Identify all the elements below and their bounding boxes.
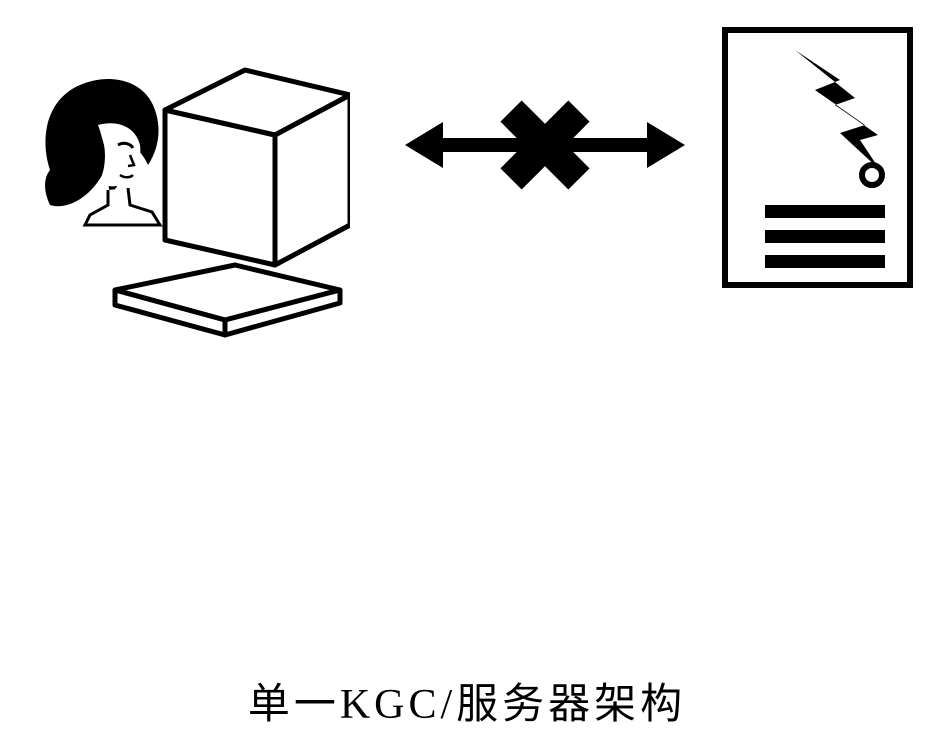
keyboard-icon (115, 265, 340, 335)
diagram-caption: 单一KGC/服务器架构 (0, 670, 934, 731)
user-computer-node (30, 50, 350, 355)
server-node (720, 25, 920, 300)
server-icon (720, 25, 920, 295)
blocked-arrow-icon (405, 100, 685, 190)
user-computer-icon (30, 50, 350, 350)
person-icon (45, 79, 160, 225)
text-lines-icon (765, 205, 885, 268)
monitor-icon (165, 70, 350, 265)
diagram-root: 单一KGC/服务器架构 (0, 0, 934, 748)
blocked-arrow-edge (405, 100, 685, 195)
